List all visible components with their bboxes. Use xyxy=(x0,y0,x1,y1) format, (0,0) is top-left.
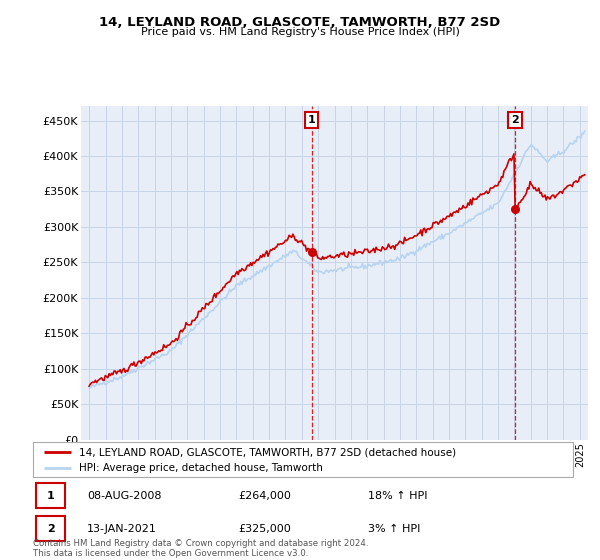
Text: 18% ↑ HPI: 18% ↑ HPI xyxy=(368,491,427,501)
Text: 1: 1 xyxy=(308,115,316,125)
Text: 14, LEYLAND ROAD, GLASCOTE, TAMWORTH, B77 2SD (detached house): 14, LEYLAND ROAD, GLASCOTE, TAMWORTH, B7… xyxy=(79,447,456,457)
Text: 1: 1 xyxy=(47,491,55,501)
Text: £325,000: £325,000 xyxy=(238,524,291,534)
Text: 14, LEYLAND ROAD, GLASCOTE, TAMWORTH, B77 2SD: 14, LEYLAND ROAD, GLASCOTE, TAMWORTH, B7… xyxy=(100,16,500,29)
Text: Contains HM Land Registry data © Crown copyright and database right 2024.
This d: Contains HM Land Registry data © Crown c… xyxy=(33,539,368,558)
Text: HPI: Average price, detached house, Tamworth: HPI: Average price, detached house, Tamw… xyxy=(79,464,323,473)
Bar xyxy=(36,483,65,508)
Text: 3% ↑ HPI: 3% ↑ HPI xyxy=(368,524,420,534)
Text: 2: 2 xyxy=(511,115,519,125)
Text: 13-JAN-2021: 13-JAN-2021 xyxy=(87,524,157,534)
Text: 08-AUG-2008: 08-AUG-2008 xyxy=(87,491,161,501)
Bar xyxy=(36,516,65,542)
Text: £264,000: £264,000 xyxy=(238,491,291,501)
Text: Price paid vs. HM Land Registry's House Price Index (HPI): Price paid vs. HM Land Registry's House … xyxy=(140,27,460,38)
Text: 2: 2 xyxy=(47,524,55,534)
